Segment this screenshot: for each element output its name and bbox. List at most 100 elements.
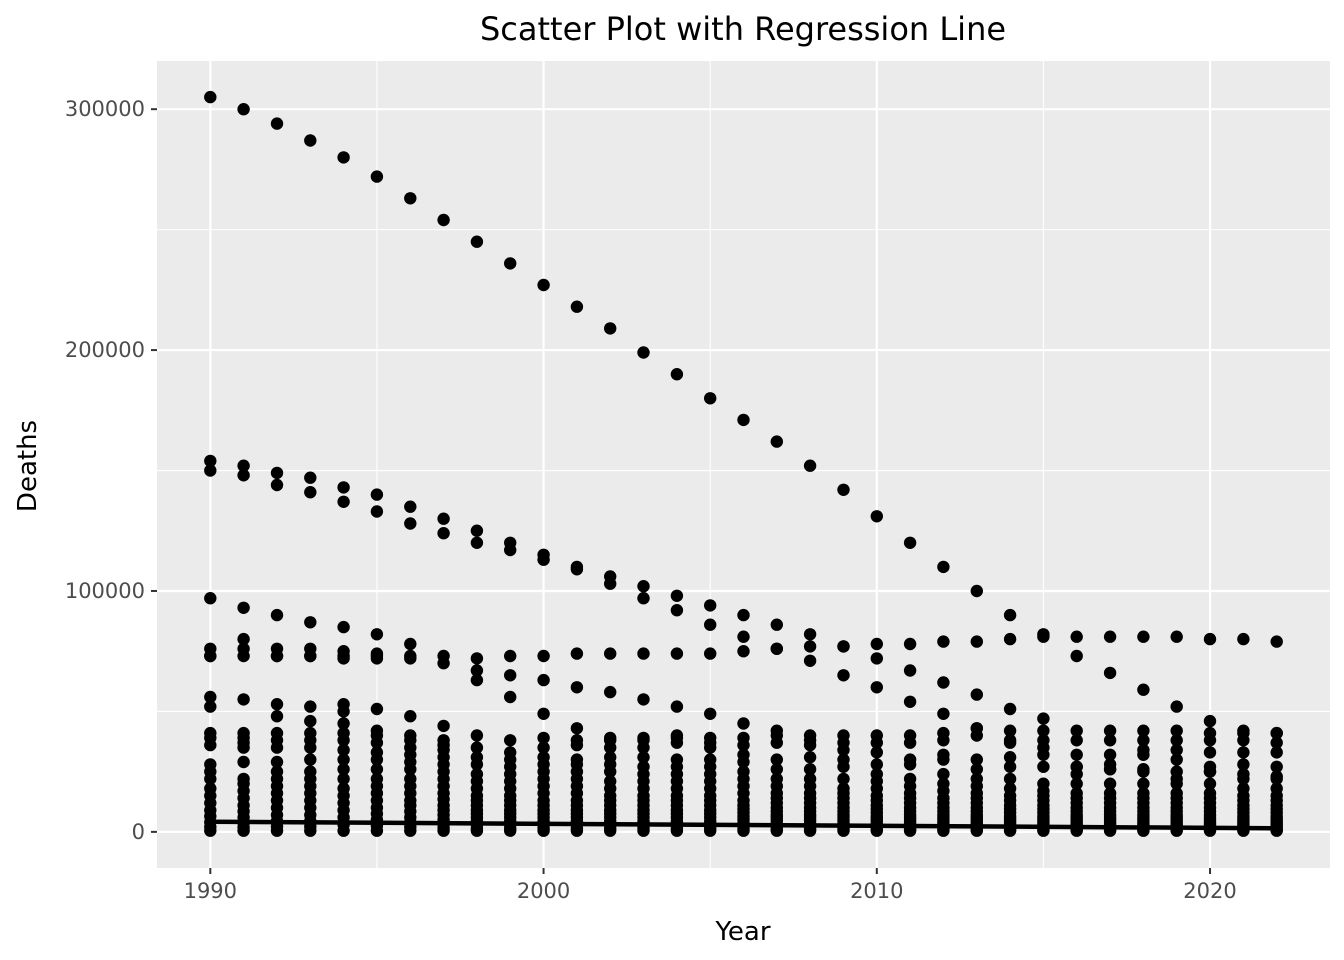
data-point — [470, 524, 484, 537]
data-point — [903, 758, 917, 771]
data-point — [337, 763, 350, 776]
data-point — [1103, 763, 1117, 776]
data-point — [1003, 702, 1017, 716]
data-point — [204, 592, 217, 605]
data-point — [903, 664, 917, 677]
regression-line — [210, 819, 1277, 831]
data-point — [770, 618, 783, 631]
data-point — [1237, 734, 1250, 747]
data-point — [837, 772, 850, 786]
data-point — [304, 741, 317, 754]
data-point — [1070, 734, 1083, 747]
data-point — [1237, 746, 1250, 759]
data-point — [670, 589, 684, 602]
data-point — [437, 512, 450, 525]
data-point — [870, 681, 883, 694]
data-point — [370, 170, 384, 183]
data-point — [504, 649, 517, 663]
data-point — [404, 763, 417, 776]
data-point — [237, 649, 250, 663]
data-point — [237, 459, 250, 472]
data-point — [737, 717, 750, 730]
data-point — [670, 736, 684, 749]
data-point — [970, 763, 983, 776]
data-point — [470, 758, 484, 771]
data-point — [1070, 649, 1083, 663]
data-point — [1270, 635, 1283, 648]
data-point — [1070, 777, 1083, 790]
data-point — [270, 608, 284, 622]
data-point — [570, 722, 584, 735]
data-point — [404, 652, 417, 665]
data-point — [1103, 748, 1117, 761]
data-point — [237, 693, 250, 706]
data-point — [504, 734, 517, 747]
data-point — [803, 459, 817, 472]
data-point — [470, 673, 484, 687]
data-point — [604, 824, 617, 837]
data-point — [1070, 724, 1083, 737]
data-point — [1037, 724, 1050, 737]
data-point — [304, 824, 317, 837]
data-point — [570, 647, 584, 660]
data-point — [870, 758, 883, 771]
x-axis-label: Year — [714, 917, 770, 947]
data-point — [1037, 760, 1050, 773]
data-point — [1203, 746, 1217, 759]
data-point — [903, 637, 917, 651]
data-point — [370, 652, 384, 665]
data-point — [1237, 632, 1250, 646]
data-point — [537, 553, 550, 566]
data-point — [470, 824, 484, 837]
y-tick-label: 200000 — [65, 338, 145, 362]
data-point — [304, 714, 317, 728]
y-tick-label: 0 — [132, 820, 145, 844]
data-point — [1070, 767, 1083, 781]
data-point — [1003, 608, 1017, 622]
data-point — [304, 471, 317, 484]
data-point — [737, 645, 750, 658]
data-point — [504, 824, 517, 837]
data-point — [637, 824, 650, 837]
data-point — [404, 637, 417, 651]
data-point — [604, 765, 617, 778]
data-point — [837, 760, 850, 773]
data-point — [1070, 748, 1083, 761]
data-point — [1037, 628, 1050, 641]
data-point — [1137, 724, 1150, 737]
data-point — [337, 734, 350, 747]
data-point — [1037, 741, 1050, 754]
data-point — [670, 368, 684, 381]
data-point — [337, 620, 350, 634]
data-point — [870, 637, 883, 651]
data-point — [304, 134, 317, 147]
data-point — [537, 278, 550, 292]
data-point — [604, 577, 617, 590]
data-point — [404, 500, 417, 513]
data-point — [304, 616, 317, 629]
data-point — [770, 824, 783, 837]
data-point — [604, 322, 617, 335]
data-point — [803, 628, 817, 641]
data-point — [204, 90, 217, 104]
data-point — [270, 478, 284, 492]
data-point — [604, 647, 617, 660]
data-point — [704, 647, 717, 660]
data-point — [237, 103, 250, 116]
data-point — [1137, 748, 1150, 761]
data-point — [1203, 734, 1217, 747]
data-point — [404, 710, 417, 723]
data-point — [1170, 700, 1183, 713]
data-point — [1270, 726, 1283, 740]
data-point — [1170, 753, 1183, 766]
data-point — [437, 824, 450, 837]
data-point — [704, 392, 717, 405]
data-point — [670, 824, 684, 837]
data-point — [304, 649, 317, 663]
data-point — [270, 117, 284, 130]
data-point — [237, 824, 250, 837]
data-point — [337, 772, 350, 786]
data-point — [1170, 743, 1183, 757]
data-point — [937, 707, 950, 720]
